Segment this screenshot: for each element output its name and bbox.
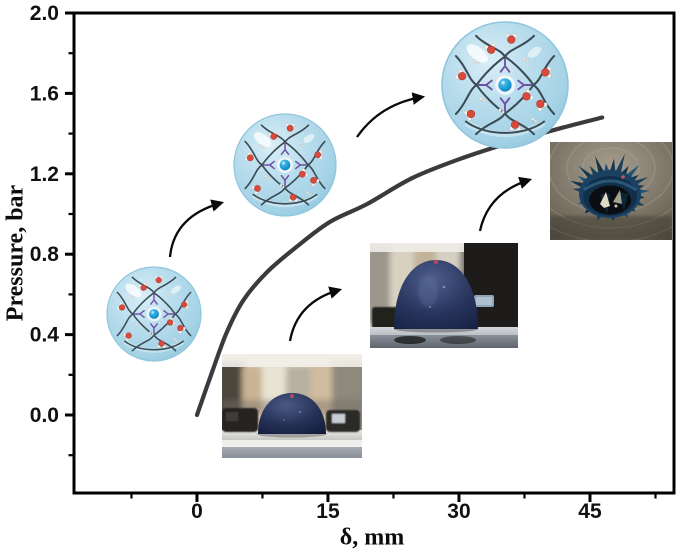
hydrogel-network-schematic-large — [441, 21, 569, 149]
polymer-network-line — [244, 140, 263, 166]
crosslinker-icon — [262, 160, 276, 170]
polymer-network-line — [174, 313, 192, 337]
water-molecule-icon — [541, 66, 552, 79]
water-molecule-icon — [463, 109, 476, 122]
x-axis-title: δ, mm — [339, 524, 405, 551]
water-molecule-icon — [314, 150, 323, 160]
water-molecule-icon — [454, 69, 467, 81]
polymer-network-line — [454, 55, 478, 87]
crosslinker-icon — [280, 174, 290, 188]
crosslinker-icon — [477, 79, 493, 91]
polymer-network-line — [503, 34, 535, 58]
y-tick-label: 1.6 — [30, 82, 59, 105]
y-axis-title: Pressure, bar — [2, 184, 29, 322]
water-molecule-icon — [123, 332, 132, 341]
polymer-network-line — [131, 334, 155, 352]
arrow-schematic-2-to-3 — [356, 92, 426, 138]
water-molecule-icon — [484, 42, 496, 54]
polymer-network-line — [464, 120, 546, 134]
water-molecule-icon — [268, 130, 278, 140]
crosslinker-icon — [163, 310, 175, 318]
polymer-network-line — [475, 112, 507, 136]
water-molecule-icon — [138, 282, 147, 291]
water-molecule-icon — [157, 340, 166, 349]
arrow-schematic-1-to-2 — [168, 199, 225, 258]
water-molecule-icon — [177, 325, 186, 334]
water-molecule-icon — [288, 193, 298, 202]
water-molecule-icon — [536, 99, 548, 112]
photo-small-dome — [222, 354, 362, 458]
crosslinker-icon — [499, 57, 511, 73]
polymer-network-line — [307, 164, 326, 190]
x-tick-label: 0 — [191, 500, 203, 523]
water-molecule-icon — [285, 123, 295, 132]
polymer-network-line — [532, 83, 556, 115]
y-tick-label: 0.4 — [30, 324, 60, 347]
clamp-bolts — [222, 408, 360, 432]
polymer-network-line — [244, 164, 263, 190]
water-molecule-icon — [509, 120, 521, 131]
y-tick-label: 0.0 — [30, 404, 59, 427]
x-tick-label: 30 — [447, 500, 470, 523]
central-ion-icon — [279, 159, 291, 171]
polymer-network-line — [284, 124, 310, 143]
polymer-network-line — [260, 187, 286, 206]
x-tick-label: 15 — [316, 500, 340, 523]
polymer-network-line — [116, 291, 134, 315]
hydrogel-network-schematic-small — [106, 266, 202, 362]
crosslinker-icon — [294, 160, 308, 170]
water-molecule-icon — [310, 176, 320, 187]
y-tick-label: 2.0 — [30, 2, 59, 25]
arrow-photo-2-to-3 — [478, 176, 533, 232]
crosslinker-icon — [133, 310, 145, 318]
photo-large-dome — [370, 243, 518, 348]
arrow-photo-1-to-2 — [288, 286, 343, 342]
crosslinker-icon — [280, 142, 290, 156]
water-molecule-icon — [299, 168, 309, 178]
water-molecule-icon — [154, 275, 163, 284]
plot-border — [72, 11, 676, 495]
polymer-network-line — [124, 340, 184, 351]
x-tick-label: 45 — [578, 500, 602, 523]
water-molecule-icon — [181, 300, 189, 309]
hydrogel-network-schematic-medium — [233, 113, 337, 217]
specular-glint — [600, 192, 610, 208]
crosslinker-icon — [150, 293, 158, 305]
bubble-highlight — [125, 283, 142, 298]
water-molecule-icon — [505, 33, 517, 44]
bubble-highlight — [253, 132, 272, 147]
y-tick-label: 1.2 — [30, 163, 59, 186]
water-molecule-icon — [116, 302, 126, 311]
crosslinker-icon — [499, 97, 511, 113]
y-tick-label: 0.8 — [30, 243, 60, 266]
water-molecule-icon — [244, 152, 254, 162]
water-molecule-icon — [522, 89, 534, 101]
polymer-network-line — [153, 276, 177, 294]
polymer-network-line — [252, 193, 318, 205]
bubble-highlight — [466, 44, 488, 63]
crosslinker-icon — [150, 323, 158, 335]
membrane-dome — [258, 393, 326, 434]
central-ion-icon — [149, 309, 159, 319]
polymer-network-line — [116, 313, 134, 337]
polymer-network-line — [454, 83, 478, 115]
water-molecule-icon — [251, 185, 261, 195]
central-ion-icon — [498, 78, 512, 92]
water-molecule-icon — [166, 317, 176, 326]
crosslinker-icon — [517, 79, 533, 91]
photo-burst-membrane — [550, 142, 672, 240]
